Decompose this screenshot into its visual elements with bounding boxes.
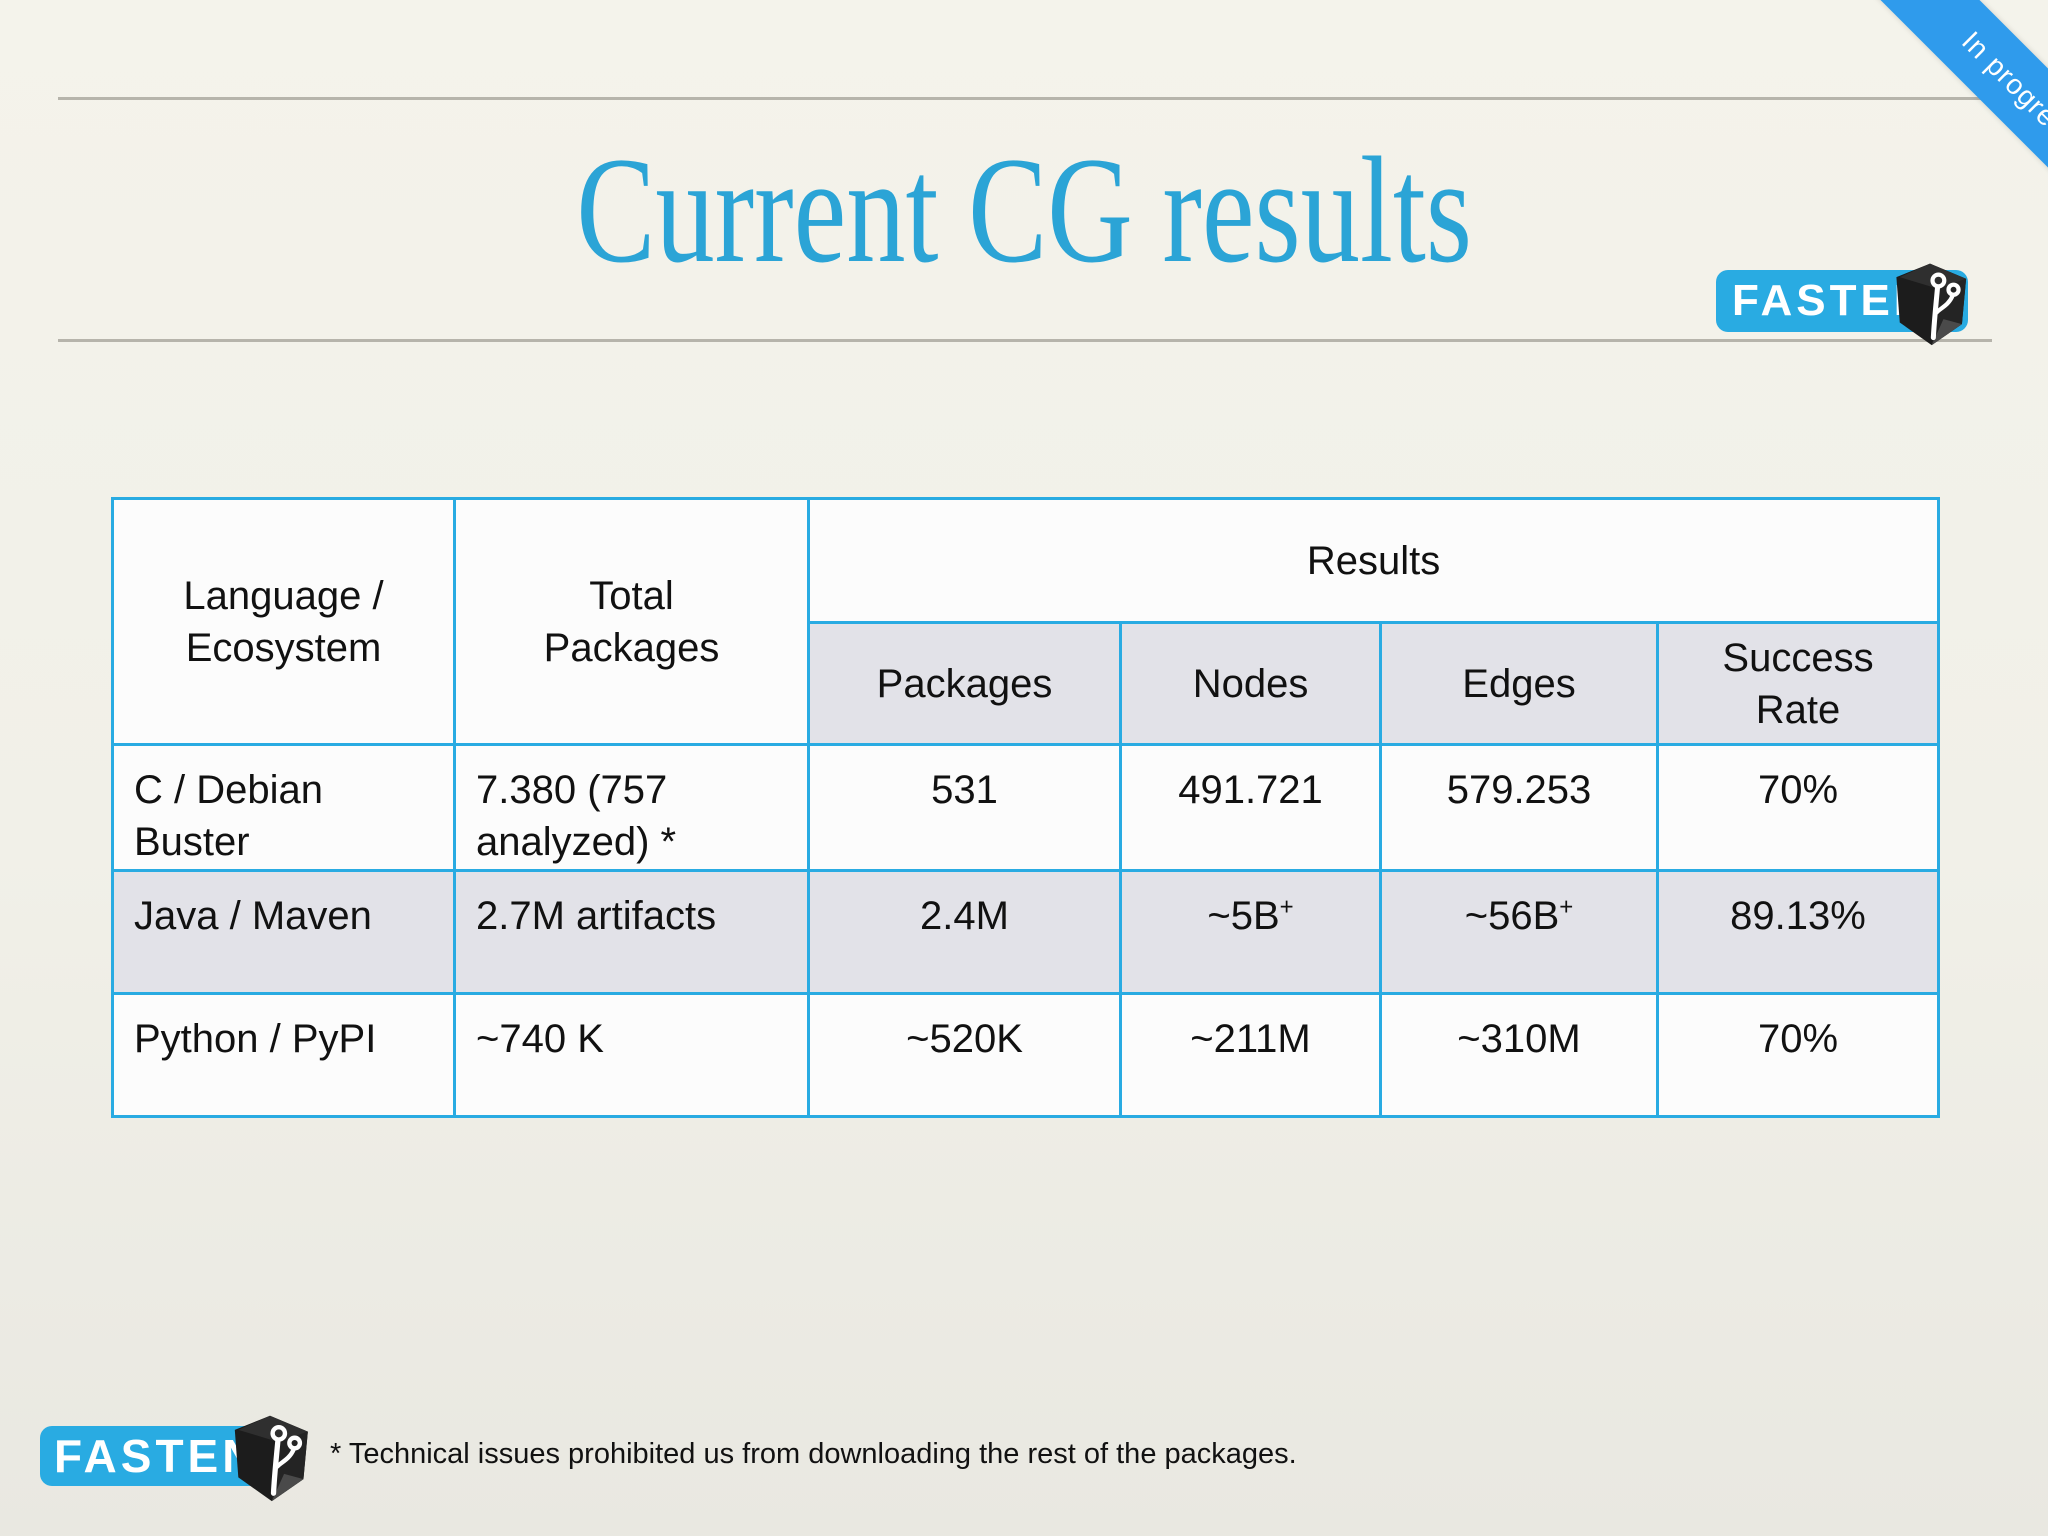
cell-edges: ~56B+ bbox=[1379, 869, 1659, 995]
fasten-logo-bottom: FASTEN bbox=[40, 1414, 320, 1509]
fasten-cube-icon bbox=[234, 1415, 308, 1502]
cell-edges: 579.253 bbox=[1379, 743, 1659, 872]
cell-language: Java / Maven bbox=[111, 869, 456, 995]
cell-total-packages: ~740 K bbox=[453, 992, 810, 1118]
table-row-python-pypi: Python / PyPI ~740 K ~520K ~211M ~310M 7… bbox=[111, 992, 1941, 1118]
header-language-ecosystem: Language / Ecosystem bbox=[111, 497, 456, 746]
cell-nodes: ~211M bbox=[1119, 992, 1382, 1118]
cell-nodes: ~5B+ bbox=[1119, 869, 1382, 995]
cell-packages: ~520K bbox=[807, 992, 1122, 1118]
header-results: Results bbox=[806, 497, 1941, 624]
results-table: Language / Ecosystem Total Packages Resu… bbox=[111, 497, 1941, 1118]
footnote: * Technical issues prohibited us from do… bbox=[330, 1438, 1297, 1470]
cell-success-rate: 70% bbox=[1655, 992, 1941, 1118]
cell-total-packages: 7.380 (757 analyzed) * bbox=[453, 743, 810, 872]
subheader-success-rate: Success Rate bbox=[1655, 621, 1941, 746]
cell-packages: 531 bbox=[807, 743, 1122, 872]
page-title-text: Current CG results bbox=[576, 126, 1472, 294]
cell-total-packages: 2.7M artifacts bbox=[453, 869, 810, 995]
cell-success-rate: 89.13% bbox=[1655, 869, 1941, 995]
header-total-packages: Total Packages bbox=[453, 497, 810, 746]
fasten-cube-icon bbox=[1896, 263, 1967, 346]
table-row-java-maven: Java / Maven 2.7M artifacts 2.4M ~5B+ ~5… bbox=[111, 869, 1941, 995]
title-divider-line bbox=[58, 339, 1992, 342]
subheader-edges: Edges bbox=[1379, 621, 1659, 746]
table-header-row-2: Packages Nodes Edges Success Rate bbox=[113, 621, 1941, 746]
cell-success-rate: 70% bbox=[1655, 743, 1941, 872]
fasten-logo-top: FASTEN bbox=[1716, 263, 1986, 360]
subheader-packages: Packages bbox=[807, 621, 1122, 746]
table-row-c-debian: C / Debian Buster 7.380 (757 analyzed) *… bbox=[111, 743, 1941, 872]
page-title: Current CG results bbox=[0, 134, 2048, 286]
table-header-row-1: Language / Ecosystem Total Packages Resu… bbox=[111, 497, 1941, 746]
cell-packages: 2.4M bbox=[807, 869, 1122, 995]
cell-language: C / Debian Buster bbox=[111, 743, 456, 872]
cell-language: Python / PyPI bbox=[111, 992, 456, 1118]
cell-nodes: 491.721 bbox=[1119, 743, 1382, 872]
fasten-wordmark: FASTEN bbox=[40, 1426, 274, 1486]
top-divider-line bbox=[58, 97, 1992, 100]
subheader-nodes: Nodes bbox=[1119, 621, 1382, 746]
cell-edges: ~310M bbox=[1379, 992, 1659, 1118]
